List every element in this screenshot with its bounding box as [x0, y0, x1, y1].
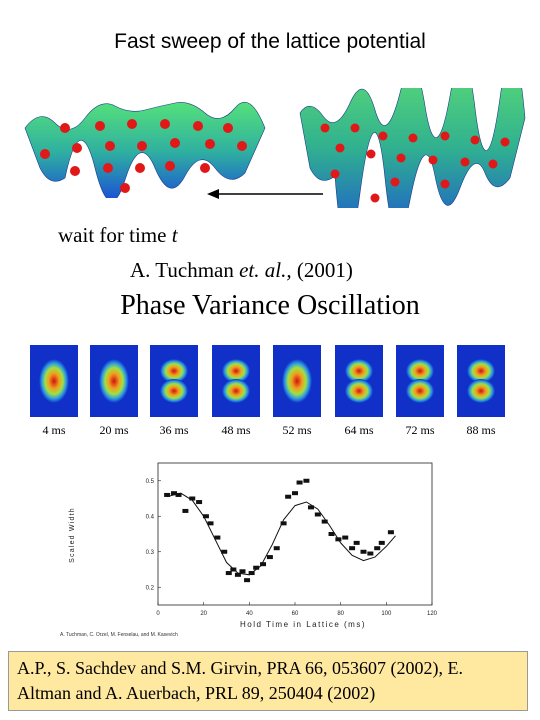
y-tick-label: 0.3 — [146, 550, 155, 556]
plot-axes — [157, 462, 433, 606]
slide-title: Fast sweep of the lattice potential — [114, 30, 426, 53]
data-point — [273, 546, 280, 551]
data-point — [307, 505, 314, 510]
data-point — [260, 562, 267, 567]
data-point — [314, 512, 321, 517]
y-axis-label: Scaled Width — [69, 507, 76, 563]
atom-cloud-image — [150, 345, 198, 417]
atom-cloud-image — [396, 345, 444, 417]
snapshot-time-label: 20 ms — [99, 423, 129, 437]
references-box: A.P., S. Sachdev and S.M. Girvin, PRA 66… — [8, 651, 528, 711]
atom-cloud-image — [212, 345, 260, 417]
data-point — [234, 572, 241, 577]
data-points — [164, 478, 394, 583]
fit-line — [166, 492, 396, 576]
data-point — [207, 521, 214, 526]
snapshot-time-label: 88 ms — [466, 423, 496, 437]
data-point — [285, 494, 292, 499]
data-point — [239, 569, 246, 574]
arrow-left-icon — [207, 189, 323, 199]
time-variable: t — [171, 223, 178, 247]
snapshot-time-label: 36 ms — [159, 423, 189, 437]
plot-credits: A. Tuchman, C. Orzel, M. Fenselau, and M… — [60, 632, 178, 638]
phase-variance-title: Phase Variance Oscillation — [120, 290, 420, 321]
width-vs-holdtime-plot: 0 20 40 60 80 100 120 0.2 0.3 0.4 0.5 Hold Time in… — [69, 462, 438, 629]
data-point — [214, 535, 221, 540]
y-tick-label: 0.2 — [146, 585, 155, 591]
data-point — [353, 540, 360, 545]
data-point — [342, 535, 349, 540]
y-tick-label: 0.4 — [146, 514, 155, 520]
atom-cloud-image — [273, 345, 321, 417]
data-point — [175, 492, 182, 497]
snapshot-time-label: 64 ms — [344, 423, 374, 437]
data-point — [280, 521, 287, 526]
data-point — [349, 546, 356, 551]
reference-line: Altman and A. Auerbach, PRL 89, 250404 (… — [17, 683, 376, 703]
data-point — [189, 496, 196, 501]
x-tick-label: 40 — [246, 611, 253, 617]
data-point — [367, 551, 374, 556]
lattice-surface — [299, 88, 526, 208]
snapshot-time-label: 48 ms — [221, 423, 251, 437]
data-point — [170, 491, 177, 496]
y-tick-label: 0.5 — [146, 479, 155, 485]
data-point — [328, 532, 335, 536]
data-point — [387, 530, 394, 535]
x-tick-label: 20 — [200, 611, 207, 617]
data-point — [335, 537, 342, 542]
data-point — [164, 492, 171, 497]
tick-labels: 0 20 40 60 80 100 120 0.2 0.3 0.4 0.5 — [146, 479, 438, 617]
atom-dots — [320, 123, 510, 203]
lattice-surface-left — [24, 102, 266, 198]
lattice-surface-right — [299, 88, 526, 208]
x-axis-label: Hold Time in Lattice (ms) — [240, 620, 366, 629]
x-tick-label: 0 — [156, 611, 160, 617]
data-point — [221, 549, 228, 554]
data-point — [244, 578, 251, 583]
atom-cloud-image — [30, 345, 78, 417]
data-point — [196, 500, 203, 505]
atom-cloud-image — [90, 345, 138, 417]
x-tick-label: 60 — [292, 611, 299, 617]
data-point — [360, 549, 367, 554]
atom-dots — [40, 119, 247, 193]
data-point — [253, 565, 260, 570]
data-point — [321, 519, 328, 524]
data-point — [303, 478, 310, 483]
wait-caption: wait for time t — [58, 223, 178, 247]
data-point — [230, 567, 237, 572]
snapshot-time-label: 72 ms — [405, 423, 435, 437]
snapshot-time-label: 4 ms — [42, 423, 66, 437]
fit-curve — [166, 492, 396, 576]
reference-line: A.P., S. Sachdev and S.M. Girvin, PRA 66… — [17, 658, 464, 678]
data-point — [225, 571, 232, 576]
data-point — [266, 555, 273, 560]
data-point — [202, 514, 209, 519]
x-tick-label: 80 — [337, 611, 344, 617]
atom-cloud-image — [457, 345, 505, 417]
x-tick-label: 100 — [381, 611, 392, 617]
snapshot-time-label: 52 ms — [282, 423, 312, 437]
lattice-surface — [24, 102, 266, 198]
data-point — [378, 540, 385, 545]
data-point — [296, 480, 303, 485]
experiment-citation: A. Tuchman et. al., (2001) — [130, 258, 353, 282]
data-point — [248, 571, 255, 576]
atom-cloud-image — [335, 345, 383, 417]
data-point — [374, 546, 381, 551]
x-tick-label: 120 — [427, 611, 438, 617]
data-point — [292, 491, 298, 496]
data-point — [182, 508, 189, 513]
